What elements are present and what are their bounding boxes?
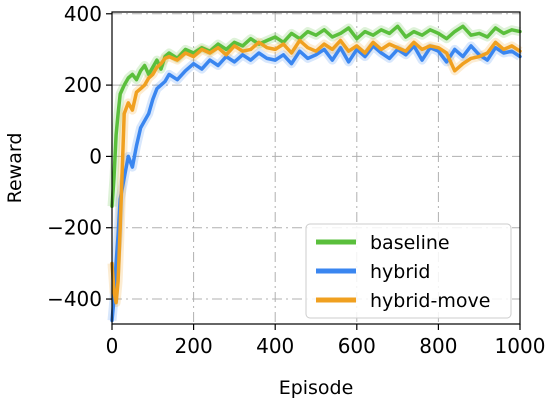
x-tick-label: 800 [419,334,457,358]
x-tick-label: 0 [106,334,119,358]
x-tick-label: 600 [338,334,376,358]
legend: baseline hybrid hybrid-move [305,223,512,319]
y-tick-label: −200 [47,216,102,240]
axis-ticks: 0 200 400 600 800 1000 −400 −200 0 200 400 [47,2,545,358]
legend-box [305,223,512,319]
y-axis-title: Reward [4,133,26,204]
series-line-hybrid-move [110,38,522,305]
series-line-baseline [110,24,522,209]
x-tick-label: 400 [256,334,294,358]
y-tick-label: 400 [64,2,102,26]
x-axis-title: Episode [279,377,354,399]
legend-label: hybrid [370,261,431,283]
y-tick-label: 0 [89,144,102,168]
legend-label: baseline [370,232,450,254]
plot-series [107,21,523,323]
series-line-hybrid [110,44,522,323]
x-tick-label: 200 [175,334,213,358]
plot-frame [111,11,521,325]
x-tick-label: 1000 [495,334,546,358]
y-tick-label: −400 [47,287,102,311]
y-tick-label: 200 [64,73,102,97]
legend-label: hybrid-move [370,290,490,312]
